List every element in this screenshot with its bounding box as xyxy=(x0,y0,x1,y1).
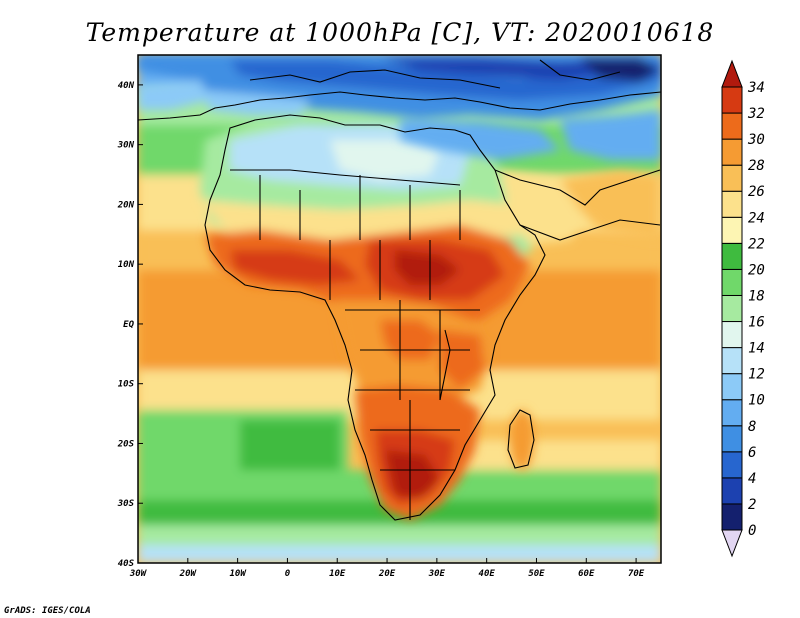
colorbar-swatch xyxy=(721,451,743,479)
colorbar-swatch xyxy=(721,503,743,531)
colorbar-swatch xyxy=(721,242,743,270)
colorbar-swatch xyxy=(721,321,743,349)
colorbar-over-triangle xyxy=(721,59,743,88)
y-tick-label: 40N xyxy=(118,81,135,91)
x-tick-label: 10E xyxy=(329,569,346,579)
y-tick-label: 30N xyxy=(117,141,135,151)
x-tick-label: 60E xyxy=(578,569,595,579)
y-tick-label: 40S xyxy=(118,559,135,569)
x-tick-label: 10W xyxy=(229,569,247,579)
colorbar-label: 32 xyxy=(747,106,765,122)
colorbar-swatch xyxy=(721,268,743,296)
x-tick-label: 40E xyxy=(479,569,496,579)
colorbar-label: 28 xyxy=(748,158,765,174)
colorbar-label: 30 xyxy=(747,132,765,148)
colorbar-swatch xyxy=(721,138,743,166)
colorbar-label: 10 xyxy=(748,393,765,409)
colorbar-label: 26 xyxy=(748,184,765,200)
coastlines xyxy=(138,59,661,521)
colorbar-label: 20 xyxy=(748,262,765,278)
x-tick-label: 70E xyxy=(628,569,645,579)
y-tick-label: EQ xyxy=(123,320,134,330)
x-tick-label: 50E xyxy=(528,569,545,579)
colorbar-label: 8 xyxy=(748,419,756,435)
y-tick-label: 30S xyxy=(117,499,135,509)
colorbar-label: 6 xyxy=(748,445,756,461)
colorbar-swatch xyxy=(721,294,743,323)
colorbar-label: 4 xyxy=(748,471,756,487)
colorbar-label: 14 xyxy=(748,341,765,357)
y-tick-label: 10N xyxy=(118,260,135,270)
x-tick-label: 20W xyxy=(179,569,198,579)
colorbar-under-triangle xyxy=(721,529,743,558)
colorbar-label: 12 xyxy=(748,367,765,383)
colorbar-label: 34 xyxy=(747,80,765,96)
y-tick-label: 10S xyxy=(118,380,135,390)
colorbar-label: 24 xyxy=(748,210,765,226)
colorbar-swatch xyxy=(721,164,743,192)
temperature-field xyxy=(138,55,661,563)
colorbar-label: 0 xyxy=(748,523,756,539)
latitude-axis: 40N 30N 20N 10N EQ 10S 20S 30S 40S xyxy=(117,81,143,569)
y-tick-label: 20N xyxy=(117,200,135,210)
x-tick-label: 30W xyxy=(129,569,148,579)
colorbar-label: 22 xyxy=(748,236,765,252)
colorbar-label: 16 xyxy=(748,315,765,331)
map-title: Temperature at 1000hPa [C], VT: 20200106… xyxy=(86,18,715,47)
grads-credit: GrADS: IGES/COLA xyxy=(4,606,91,616)
colorbar-label: 18 xyxy=(748,288,765,304)
colorbar-swatch xyxy=(721,373,743,401)
y-tick-label: 20S xyxy=(117,439,135,449)
colorbar-swatch xyxy=(721,190,743,218)
colorbar-swatch xyxy=(721,347,743,375)
colorbar-label: 2 xyxy=(748,497,756,513)
x-tick-label: 20E xyxy=(378,569,396,579)
colorbar-swatch xyxy=(721,477,743,505)
map-frame xyxy=(137,54,662,564)
colorbar-swatch xyxy=(721,86,743,114)
x-tick-label: 30E xyxy=(428,569,446,579)
longitude-axis: 30W 20W 10W 0 10E 20E 30E 40E 50E 60E 70E xyxy=(129,558,645,579)
colorbar-swatch xyxy=(721,425,743,453)
colorbar-swatch xyxy=(721,216,743,244)
colorbar-swatch xyxy=(721,112,743,140)
x-tick-label: 0 xyxy=(285,569,291,579)
colorbar-swatch xyxy=(721,399,743,427)
